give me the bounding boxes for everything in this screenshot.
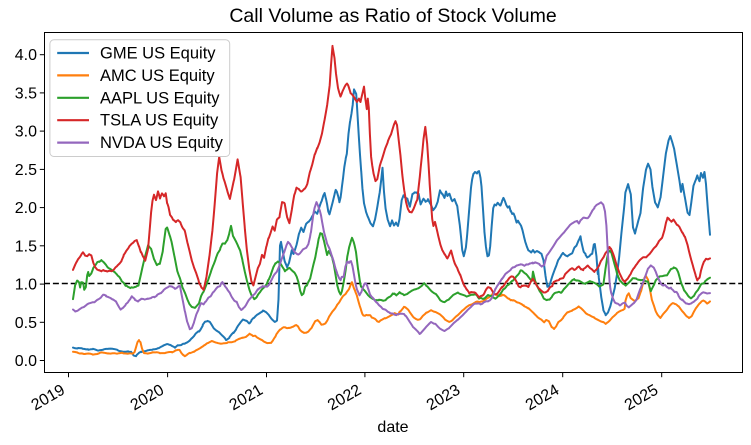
svg-text:GME US Equity: GME US Equity — [100, 45, 216, 63]
svg-text:3.5: 3.5 — [15, 85, 37, 102]
svg-text:1.5: 1.5 — [15, 238, 37, 255]
svg-text:2.0: 2.0 — [15, 200, 37, 217]
svg-text:AAPL US Equity: AAPL US Equity — [100, 89, 220, 107]
svg-text:4.0: 4.0 — [15, 47, 37, 64]
svg-text:1.0: 1.0 — [15, 277, 37, 294]
svg-text:3.0: 3.0 — [15, 124, 37, 141]
svg-text:0.0: 0.0 — [15, 353, 37, 370]
svg-text:0.5: 0.5 — [15, 315, 37, 332]
svg-text:TSLA US Equity: TSLA US Equity — [100, 112, 219, 130]
svg-text:Call Volume as Ratio of Stock: Call Volume as Ratio of Stock Volume — [229, 5, 556, 27]
svg-text:2.5: 2.5 — [15, 162, 37, 179]
svg-text:NVDA US Equity: NVDA US Equity — [100, 134, 224, 152]
svg-text:AMC US Equity: AMC US Equity — [100, 67, 215, 85]
svg-text:date: date — [377, 419, 408, 436]
